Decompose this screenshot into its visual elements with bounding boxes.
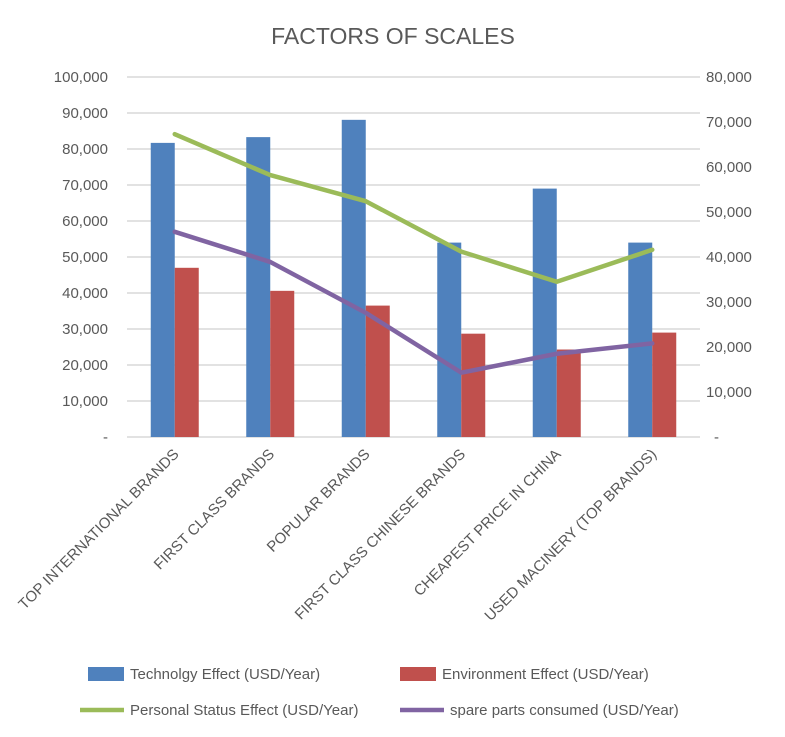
- right-axis-tick-label: 40,000: [706, 249, 752, 266]
- bar-technology: [437, 242, 462, 437]
- category-label: POPULAR BRANDS: [264, 446, 374, 556]
- bar-technology: [246, 137, 271, 437]
- left-axis-tick-label: 100,000: [54, 69, 108, 86]
- bar-environment: [461, 333, 486, 437]
- left-axis-tick-label: 40,000: [62, 285, 108, 302]
- legend-label: Environment Effect (USD/Year): [442, 666, 649, 683]
- line-personal-status: [172, 131, 655, 284]
- left-axis-tick-label: 50,000: [62, 249, 108, 266]
- right-axis-tick-label: 30,000: [706, 294, 752, 311]
- bar-technology: [150, 142, 175, 437]
- bar-technology: [341, 119, 366, 437]
- category-label: FIRST CLASS CHINESE BRANDS: [292, 446, 469, 623]
- right-axis-tick-label: 80,000: [706, 69, 752, 86]
- left-axis-tick-label: 20,000: [62, 357, 108, 374]
- bar-technology: [628, 242, 653, 437]
- right-axis-tick-label: 10,000: [706, 384, 752, 401]
- legend-label: spare parts consumed (USD/Year): [450, 702, 679, 719]
- right-axis-tick-label: 50,000: [706, 204, 752, 221]
- right-axis-tick-label: 60,000: [706, 159, 752, 176]
- left-axis-tick-label: 80,000: [62, 141, 108, 158]
- legend-label: Personal Status Effect (USD/Year): [130, 702, 358, 719]
- left-axis-tick-label: 30,000: [62, 321, 108, 338]
- left-axis-tick-label: 60,000: [62, 213, 108, 230]
- legend-label: Technolgy Effect (USD/Year): [130, 666, 320, 683]
- category-label: USED MACINERY (TOP BRANDS): [481, 446, 660, 625]
- legend-swatch: [400, 667, 436, 681]
- right-axis-tick-label: 20,000: [706, 339, 752, 356]
- legend-swatch: [88, 667, 124, 681]
- category-label: TOP INTERNATIONAL BRANDS: [15, 446, 182, 613]
- bar-environment: [556, 349, 581, 437]
- bar-environment: [174, 267, 199, 437]
- bar-environment: [270, 290, 295, 437]
- bar-environment: [652, 332, 677, 437]
- left-axis-tick-label: 10,000: [62, 393, 108, 410]
- right-axis-tick-label: -: [714, 429, 719, 446]
- chart-title: FACTORS OF SCALES: [271, 23, 515, 49]
- left-axis-tick-label: 90,000: [62, 105, 108, 122]
- left-axis-tick-label: -: [103, 429, 108, 446]
- line-spare-parts: [172, 229, 655, 375]
- right-axis-tick-label: 70,000: [706, 114, 752, 131]
- bar-technology: [532, 188, 557, 437]
- left-axis-tick-label: 70,000: [62, 177, 108, 194]
